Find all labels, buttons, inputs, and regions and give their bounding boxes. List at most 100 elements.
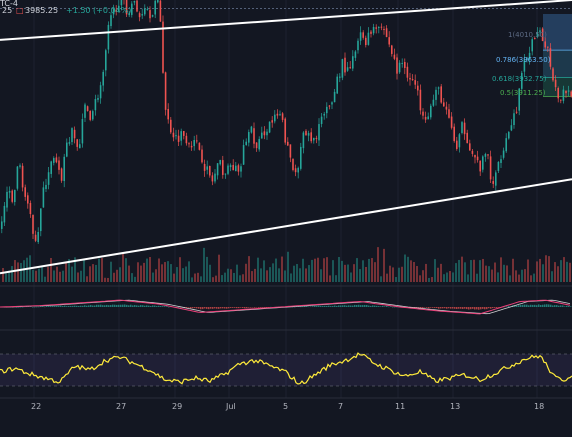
candle-body: [151, 15, 154, 17]
candle-body: [6, 191, 8, 208]
candle-body: [167, 109, 169, 120]
candle-body: [3, 205, 6, 223]
macd-histogram-bar: [148, 305, 150, 307]
macd-histogram-bar: [32, 306, 34, 308]
macd-histogram-bar: [90, 305, 92, 307]
candle-body: [63, 156, 65, 182]
macd-histogram-bar: [72, 305, 74, 307]
volume-bar: [515, 270, 517, 282]
candle-body: [344, 57, 346, 73]
macd-histogram-bar: [432, 307, 434, 308]
candle-body: [175, 135, 177, 137]
volume-bar: [329, 275, 331, 282]
candle-body: [144, 8, 146, 15]
candle-body: [541, 28, 544, 42]
volume-bar: [185, 266, 187, 282]
candle-body: [417, 85, 419, 91]
candle-body: [294, 168, 297, 173]
macd-histogram-bar: [378, 306, 380, 307]
candle-body: [211, 175, 214, 182]
macd-histogram-bar: [246, 307, 248, 309]
volume-bar: [539, 258, 541, 282]
macd-histogram-bar: [478, 307, 480, 310]
macd-histogram-bar: [54, 306, 56, 307]
candle-body: [141, 14, 143, 16]
candle-body: [253, 128, 255, 144]
volume-bar: [359, 269, 361, 282]
volume-bar: [53, 270, 55, 282]
macd-histogram-bar: [554, 305, 556, 307]
macd-histogram-bar: [52, 305, 54, 307]
candle-body: [406, 66, 409, 78]
x-tick: 27: [116, 402, 127, 411]
volume-bar: [152, 272, 154, 282]
macd-histogram-bar: [560, 305, 562, 307]
macd-histogram-bar: [202, 307, 204, 310]
macd-histogram-bar: [66, 306, 68, 307]
candle-body: [138, 13, 141, 18]
volume-bar: [65, 262, 67, 282]
volume-bar: [341, 260, 343, 282]
candle-body: [198, 142, 201, 150]
macd-histogram-bar: [564, 306, 566, 307]
macd-histogram-bar: [332, 305, 334, 307]
candle-body: [315, 137, 318, 139]
macd-histogram-bar: [488, 307, 490, 309]
macd-histogram-bar: [190, 307, 192, 309]
macd-histogram-bar: [218, 307, 220, 309]
volume-bar: [92, 264, 94, 282]
macd-histogram-bar: [242, 307, 244, 309]
macd-histogram-bar: [456, 307, 458, 310]
macd-histogram-bar: [56, 305, 58, 307]
candle-body: [450, 116, 453, 128]
volume-bar: [479, 260, 481, 282]
macd-histogram-bar: [234, 307, 236, 308]
candle-body: [419, 89, 422, 111]
candle-body: [263, 131, 266, 136]
volume-bar: [413, 262, 415, 282]
macd-histogram-bar: [340, 305, 342, 307]
macd-histogram-bar: [328, 305, 330, 307]
candle-body: [287, 141, 289, 146]
candle-body: [297, 167, 299, 173]
candle-body: [105, 50, 107, 71]
macd-histogram-bar: [384, 306, 386, 307]
price-change: +1.50 (+0.04%): [66, 6, 132, 15]
macd-histogram-bar: [374, 305, 376, 307]
candle-body: [489, 156, 492, 180]
volume-bar: [506, 265, 508, 282]
macd-histogram-bar: [562, 305, 564, 307]
macd-histogram-bar: [240, 307, 242, 308]
candle-body: [281, 113, 284, 120]
macd-histogram-bar: [352, 305, 354, 307]
candle-body: [1, 221, 3, 229]
candle-body: [37, 231, 39, 243]
volume-bar: [242, 274, 244, 282]
macd-histogram-bar: [388, 306, 390, 308]
volume-bar: [446, 272, 448, 282]
macd-histogram-bar: [344, 305, 346, 307]
volume-bar: [533, 273, 535, 282]
candle-body: [11, 190, 13, 202]
candle-body: [357, 40, 359, 51]
candle-body: [310, 132, 312, 142]
candle-body: [209, 165, 211, 176]
candle-body: [367, 32, 370, 45]
macd-histogram-bar: [162, 306, 164, 307]
volume-bar: [233, 272, 235, 282]
macd-histogram-bar: [98, 304, 100, 307]
candle-body: [248, 132, 250, 143]
macd-histogram-bar: [62, 306, 64, 307]
volume-bar: [221, 275, 223, 282]
candle-body: [185, 135, 188, 144]
candle-body: [427, 116, 429, 120]
macd-histogram-bar: [78, 305, 80, 307]
volume-bar: [98, 258, 100, 282]
candle-body: [362, 32, 364, 38]
volume-bar: [110, 261, 112, 282]
volume-bar: [419, 275, 421, 282]
macd-histogram-bar: [350, 305, 352, 307]
macd-histogram-bar: [530, 304, 532, 307]
